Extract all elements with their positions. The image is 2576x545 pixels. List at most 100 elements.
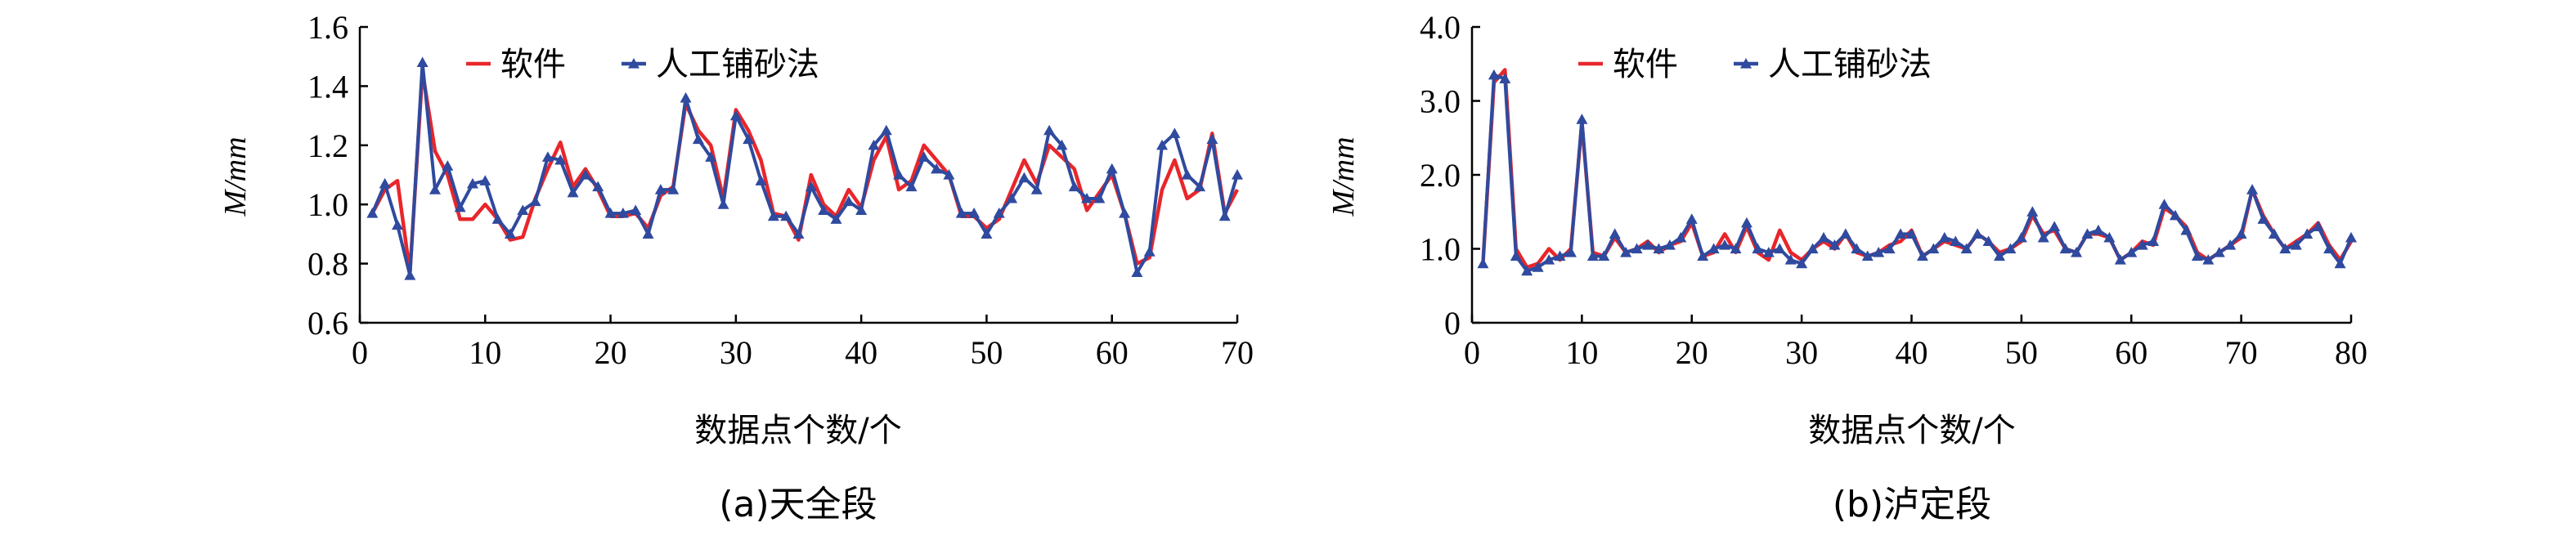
chart-a-legend-marker [628,58,640,69]
chart-a-legend: 软件 人工铺砂法 [466,46,819,83]
chart-b-x-tick-label: 10 [1565,334,1598,371]
chart-a-data-point [855,204,868,216]
chart-b-data-point [2136,239,2148,250]
chart-b-data-point [1532,261,1544,272]
chart-b-y-tick-label: 0 [1444,305,1461,342]
chart-b-data-point [2235,228,2247,239]
chart-b-data-point [2037,231,2049,243]
chart-b-data-point [1543,254,1555,265]
chart-a-data-point [755,175,767,185]
chart-a-data-point [805,181,817,192]
chart-b-data-point [1928,243,1940,254]
chart-a-data-point [554,154,567,165]
chart-a-data-point [767,210,779,221]
chart-b-data-point [2180,224,2192,235]
chart-b-data-point [1586,250,1599,261]
chart-a-plot-area [358,27,1237,324]
chart-a-data-point [743,133,755,145]
chart-b-data-point [1796,257,1808,269]
chart-b-data-point [1784,254,1797,265]
chart-b-ylabel: M/mm [1326,136,1361,217]
chart-a-data-point [680,92,692,103]
chart-a-data-point [642,228,654,239]
chart-a: 0 10 20 30 40 50 60 70 0.6 0.8 1.0 1.2 1.4 1.6 M/mm 数… [218,9,1254,525]
chart-a-y-tick-label: 1.6 [307,9,348,46]
chart-b-data-point [1554,250,1566,261]
chart-a-data-point [1106,163,1118,174]
chart-a-data-point [416,56,429,68]
chart-b-legend-label: 人工铺砂法 [1768,46,1932,83]
chart-a-data-point [1206,133,1218,145]
chart-b-data-point [1873,247,1885,257]
chart-a-data-point [981,228,993,239]
chart-b-data-point [1510,250,1522,261]
chart-b-data-point [2049,221,2061,231]
chart-b-data-point [1806,243,1819,254]
chart-a-data-point [541,151,554,162]
chart-a-ticks: 0 10 20 30 40 50 60 70 0.6 0.8 1.0 1.2 1.4 1.6 [307,9,1254,371]
chart-b: 0 10 20 30 40 50 60 70 80 0 1.0 2.0 3.0 4.0 M/mm 数据点个… [1326,9,2367,525]
chart-b-data-point [1719,239,1731,250]
chart-b-data-point [2004,243,2017,254]
chart-a-x-tick-label: 20 [595,334,627,371]
chart-a-data-point [717,199,729,209]
chart-a-data-point [504,228,516,239]
chart-b-data-point [1488,69,1500,80]
chart-a-data-point [1218,210,1231,221]
chart-b-x-tick-label: 20 [1676,334,1708,371]
chart-b-xlabel: 数据点个数/个 [1808,412,2015,449]
chart-a-data-point [1093,192,1106,203]
chart-b-legend-label: 软件 [1613,46,1678,83]
chart-b-data-point [1609,228,1621,239]
chart-b-legend-item: 人工铺砂法 [1734,46,1932,83]
chart-a-x-tick-label: 40 [845,334,877,371]
chart-a-data-point [792,228,805,239]
chart-a-data-point [955,208,967,218]
chart-b-data-point [1895,228,1907,239]
chart-b-data-point [1740,217,1752,228]
chart-b-data-point [1642,239,1654,250]
chart-b-data-point [1752,243,1764,254]
chart-a-data-point [654,184,666,194]
chart-b-data-point [1675,231,1687,243]
chart-a-data-point [604,208,617,218]
chart-a-x-tick-label: 30 [720,334,752,371]
chart-b-legend-marker [1740,58,1752,69]
chart-b-x-tick-label: 40 [1896,334,1928,371]
chart-b-data-point [1697,250,1709,261]
chart-a-series-line-sand-patch [370,60,1239,278]
chart-b-data-point [1861,250,1874,261]
chart-b-data-point [2191,250,2203,261]
chart-b-y-tick-label: 2.0 [1420,157,1461,194]
chart-b-data-point [1620,247,1632,257]
chart-a-data-point [592,181,604,192]
chart-b-data-point [2334,257,2346,269]
chart-a-data-point [1194,181,1206,192]
chart-b-data-point [2257,213,2269,224]
chart-a-y-tick-label: 0.6 [307,305,348,342]
chart-a-data-point [667,184,680,194]
chart-b-data-point [2071,247,2083,257]
chart-a-data-point [993,208,1005,218]
chart-a-data-point [429,184,441,194]
chart-a-data-point [905,181,918,192]
chart-a-data-point [1131,266,1143,278]
chart-a-data-point [705,151,717,162]
chart-b-data-point [1960,243,1972,254]
chart-b-y-tick-label: 3.0 [1420,83,1461,120]
chart-b-x-tick-label: 30 [1785,334,1818,371]
chart-a-data-point [1169,127,1181,138]
chart-a-data-point [729,109,742,121]
chart-b-data-point [2323,243,2336,254]
chart-b-data-point [1564,247,1577,257]
chart-a-data-point [391,219,403,230]
chart-a-data-point [630,204,642,216]
chart-a-y-tick-label: 1.2 [307,127,348,164]
chart-b-data-point [2345,231,2357,243]
chart-a-data-point [567,186,579,198]
chart-b-data-point [1663,239,1676,250]
chart-a-data-point [868,139,880,150]
chart-b-data-point [1499,73,1511,83]
chart-a-data-point [579,169,591,180]
